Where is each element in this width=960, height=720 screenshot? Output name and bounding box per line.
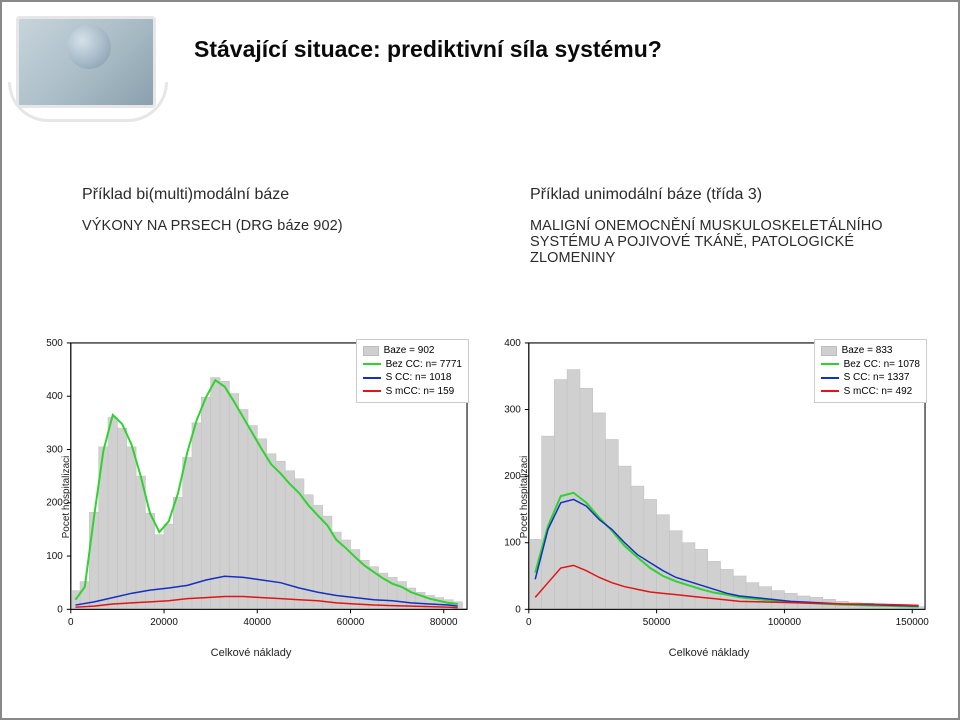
page-title: Stávající situace: prediktivní síla syst… [194,36,918,63]
legend-item: Baze = 833 [821,344,920,358]
left-legend: Baze = 902Bez CC: n= 7771S CC: n= 1018S … [356,339,469,403]
svg-text:60000: 60000 [337,617,365,628]
svg-text:100: 100 [504,538,521,549]
svg-text:400: 400 [504,338,521,349]
left-chart: Pocet hospitalizaci 01002003004005000200… [26,332,476,662]
left-heading: Příklad bi(multi)modální báze [82,186,470,204]
svg-text:400: 400 [46,391,63,402]
descriptions: Příklad bi(multi)modální báze VÝKONY NA … [82,186,918,266]
legend-item: S mCC: n= 159 [363,385,462,399]
svg-text:0: 0 [526,617,532,628]
svg-text:100: 100 [46,551,63,562]
legend-item: Baze = 902 [363,344,462,358]
svg-text:20000: 20000 [150,617,178,628]
stethoscope-icon [67,25,111,69]
legend-item: Bez CC: n= 7771 [363,358,462,372]
x-axis-label: Celkové náklady [485,647,933,659]
svg-text:80000: 80000 [430,617,458,628]
svg-text:300: 300 [504,405,521,416]
left-sub: VÝKONY NA PRSECH (DRG báze 902) [82,218,470,234]
header-arc-decoration [8,82,168,122]
legend-item: S mCC: n= 492 [821,385,920,399]
legend-item: Bez CC: n= 1078 [821,358,920,372]
svg-text:500: 500 [46,338,63,349]
left-description: Příklad bi(multi)modální báze VÝKONY NA … [82,186,470,266]
svg-text:0: 0 [515,604,521,615]
svg-text:0: 0 [57,604,63,615]
svg-text:50000: 50000 [643,617,671,628]
svg-text:150000: 150000 [896,617,930,628]
x-axis-label: Celkové náklady [27,647,475,659]
svg-text:0: 0 [68,617,74,628]
svg-text:40000: 40000 [243,617,271,628]
svg-text:100000: 100000 [768,617,802,628]
right-sub: MALIGNÍ ONEMOCNĚNÍ MUSKULOSKELETÁLNÍHO S… [530,218,918,266]
right-heading: Příklad unimodální báze (třída 3) [530,186,918,204]
right-description: Příklad unimodální báze (třída 3) MALIGN… [530,186,918,266]
slide: Stávající situace: prediktivní síla syst… [0,0,960,720]
right-legend: Baze = 833Bez CC: n= 1078S CC: n= 1337S … [814,339,927,403]
right-chart: Pocet hospitalizaci 01002003004000500001… [484,332,934,662]
charts-row: Pocet hospitalizaci 01002003004005000200… [26,332,934,662]
y-axis-label: Pocet hospitalizaci [61,456,72,539]
legend-item: S CC: n= 1337 [821,371,920,385]
y-axis-label: Pocet hospitalizaci [519,456,530,539]
svg-text:300: 300 [46,444,63,455]
legend-item: S CC: n= 1018 [363,371,462,385]
